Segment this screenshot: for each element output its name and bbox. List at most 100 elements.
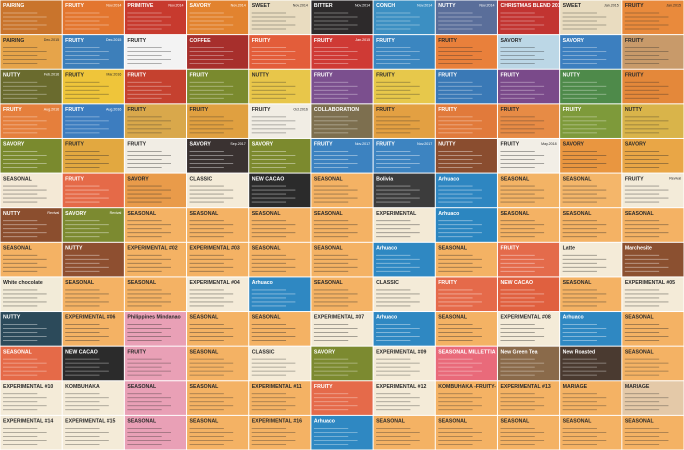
card-title: NEW CACAO — [500, 280, 533, 286]
label-card — [249, 69, 311, 104]
label-card — [187, 346, 249, 381]
label-card — [497, 208, 560, 242]
card-title: FRUITY — [65, 176, 84, 182]
label-card — [249, 346, 311, 381]
card-title: PRIMITIVE — [127, 3, 153, 9]
label-card — [435, 415, 497, 450]
card-date: Nov.2014 — [479, 3, 494, 7]
card-title: EXPERIMENTAL #09 — [376, 349, 426, 355]
card-title: SEASONAL — [252, 246, 282, 252]
card-title: SEASONAL — [3, 349, 33, 355]
card-title: Marchesite — [625, 246, 652, 252]
card-title: EXPERIMENTAL #05 — [625, 280, 675, 286]
label-card — [311, 277, 373, 312]
label-card — [435, 35, 497, 69]
card-title: FRUITY — [625, 38, 644, 44]
card-title: SEASONAL — [127, 280, 157, 286]
card-title: NUTTY — [438, 142, 456, 148]
card-title: SAVORY — [500, 38, 522, 44]
card-title: FRUITY — [625, 3, 644, 9]
label-card — [497, 173, 560, 208]
card-title: NUTTY — [3, 72, 21, 78]
card-title: FRUITY — [127, 349, 146, 355]
label-card — [497, 0, 560, 35]
card-date: Oct.2016 — [293, 107, 308, 111]
label-card — [62, 35, 124, 69]
label-card — [0, 35, 62, 69]
card-title: Philippines Mindanao — [127, 315, 180, 321]
label-card — [373, 415, 435, 450]
card-title: FRUITY — [127, 142, 146, 148]
label-card — [311, 35, 373, 69]
card-title: EXPERIMENTAL #11 — [252, 384, 302, 390]
label-card — [0, 312, 62, 346]
label-card — [373, 346, 435, 381]
card-title: EXPERIMENTAL #03 — [190, 246, 240, 252]
card-title: NUTTY — [3, 211, 21, 217]
card-title: FRUITY — [190, 72, 209, 78]
label-card — [187, 69, 249, 104]
label-card — [249, 415, 311, 450]
label-card — [124, 415, 187, 450]
label-card — [560, 346, 622, 381]
label-card — [497, 104, 560, 138]
card-date: Feb.2016 — [44, 73, 59, 77]
card-title: SEASONAL — [3, 176, 33, 182]
card-title: FRUITY — [625, 72, 644, 78]
card-title: SAVORY — [65, 211, 87, 217]
label-card — [249, 35, 311, 69]
label-card — [497, 242, 560, 277]
card-title: SEASONAL — [438, 246, 468, 252]
card-title: FRUITY — [500, 72, 519, 78]
card-title: SEASONAL — [190, 315, 220, 321]
label-card — [249, 0, 311, 35]
card-title: SEASONAL — [190, 349, 220, 355]
card-title: SEASONAL — [127, 384, 157, 390]
card-title: FRUITY — [438, 107, 457, 113]
label-card — [373, 312, 435, 346]
label-card — [62, 277, 124, 312]
card-title: SAVORY — [190, 3, 212, 9]
label-card — [249, 104, 311, 138]
card-title: SAVORY — [625, 142, 647, 148]
label-card — [311, 381, 373, 415]
label-card — [622, 277, 684, 312]
card-title: FRUITY — [376, 107, 395, 113]
label-card — [62, 0, 124, 35]
card-title: FRUITY — [376, 142, 395, 148]
card-title: FRUITY — [314, 142, 333, 148]
label-card — [373, 208, 435, 242]
card-title: SEASONAL — [252, 211, 282, 217]
label-card — [435, 104, 497, 138]
card-title: SEASONAL — [438, 419, 468, 425]
card-title: NUTTY — [3, 315, 21, 321]
card-title: FRUITY — [127, 38, 146, 44]
card-title: FRUITY — [314, 38, 333, 44]
card-title: SEASONAL — [563, 419, 593, 425]
card-title: FRUITY — [500, 246, 519, 252]
card-title: EXPERIMENTAL #13 — [500, 384, 550, 390]
label-card — [560, 0, 622, 35]
label-card — [497, 381, 560, 415]
label-card — [435, 208, 497, 242]
card-title: FRUITY — [65, 3, 84, 9]
label-card — [187, 242, 249, 277]
label-card — [0, 208, 62, 242]
card-title: FRUITY — [65, 72, 84, 78]
card-title: FRUITY — [127, 107, 146, 113]
label-card — [62, 381, 124, 415]
label-card — [560, 277, 622, 312]
label-card — [373, 277, 435, 312]
label-card — [124, 35, 187, 69]
label-card — [124, 69, 187, 104]
card-title: FRUITY — [3, 107, 22, 113]
card-date: May.2018 — [541, 142, 557, 146]
label-card — [435, 381, 497, 415]
card-title: EXPERIMENTAL #08 — [500, 315, 550, 321]
card-title: SEASONAL — [127, 211, 157, 217]
card-title: SEASONAL — [3, 246, 33, 252]
label-card — [124, 208, 187, 242]
label-card — [435, 173, 497, 208]
label-card — [62, 69, 124, 104]
